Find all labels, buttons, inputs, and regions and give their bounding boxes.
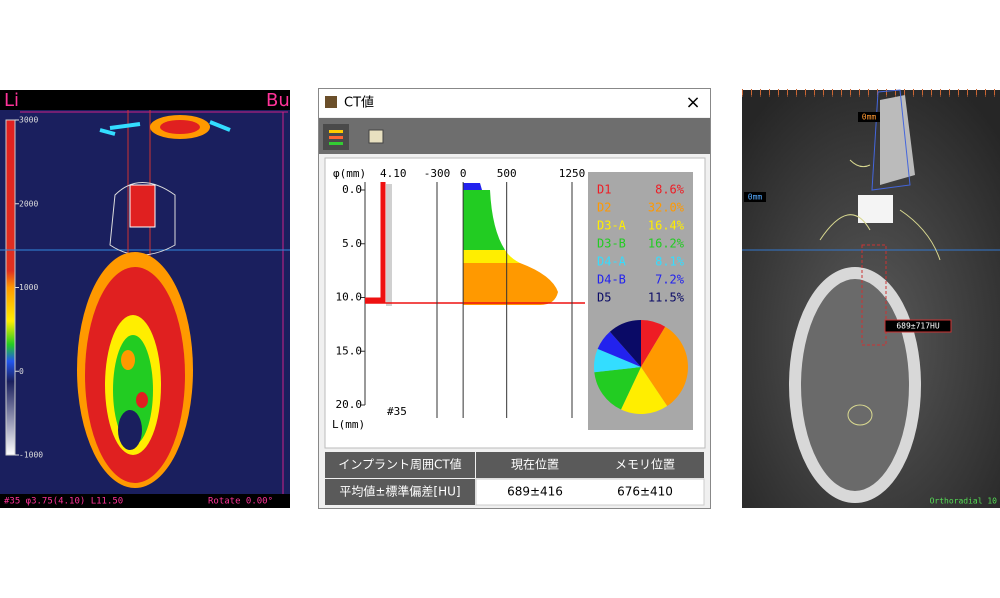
bone-cavity (118, 410, 142, 450)
pie-slice (641, 320, 666, 367)
x-tick-label: 0 (460, 167, 467, 180)
pie-slice (641, 326, 688, 407)
table-cell (475, 478, 705, 506)
dialog-title: CT値 (344, 95, 374, 111)
implant (129, 184, 156, 228)
scale-label: 0 (19, 367, 24, 376)
bone-patch (136, 392, 148, 408)
marker-label: 0mm (748, 193, 763, 202)
scale-label: 2000 (19, 199, 38, 208)
scale-label: 1000 (19, 283, 38, 292)
icon-part (368, 129, 384, 144)
title-bar (319, 89, 710, 117)
pie-slice (594, 348, 641, 373)
color-scale: 3000 2000 1000 0 -1000 (15, 116, 43, 460)
legend-name: D3-A (597, 219, 627, 233)
density-pie (594, 320, 688, 414)
outline (109, 182, 176, 256)
legend-value: 8.6% (655, 183, 685, 197)
left-footer (0, 494, 290, 508)
axis-title: φ(mm) (333, 167, 366, 180)
profile-axes: -300 0 500 1250 0.0 5.0 10.0 15.0 20.0 (336, 167, 586, 418)
rotate-text: Rotate 0.00° (208, 497, 273, 507)
left-view: Li Bu #35 φ3.75(4.10) L11.50 Rotate 0.00… (0, 90, 290, 508)
app-icon (325, 96, 337, 108)
icon-part (329, 130, 343, 133)
legend-name: D5 (597, 291, 611, 305)
side-label: Li (4, 90, 19, 111)
guide (871, 89, 911, 191)
measure-box (884, 319, 952, 333)
table-row-label: 平均値±標準偏差[HU] (339, 484, 460, 499)
profile-band (463, 250, 520, 263)
side-label: Bu (266, 90, 290, 111)
y-tick-label: 5.0 (342, 237, 362, 250)
crown (160, 120, 200, 134)
legend-value: 16.2% (648, 237, 685, 251)
artifact (99, 120, 231, 136)
x-tick-label: -300 (424, 167, 451, 180)
marker-box (744, 192, 766, 202)
legend-value: 7.2% (655, 273, 685, 287)
scale-label: -1000 (19, 451, 43, 460)
measurement: 689±717HU (896, 322, 940, 331)
pie-slice (594, 367, 641, 410)
table-header: メモリ位置 (615, 458, 675, 472)
pie-slice (597, 331, 641, 367)
y-tick-label: 0.0 (342, 183, 362, 196)
axis-title: L(mm) (332, 418, 365, 431)
pie-slice (620, 367, 668, 414)
tooth-label: #35 (387, 405, 407, 418)
profile-band (463, 263, 558, 305)
nerve-outline (819, 159, 941, 261)
legend-name: D1 (597, 183, 611, 197)
pie-slice (609, 320, 641, 367)
scale-label: 3000 (19, 116, 38, 125)
density-legend: D1 8.6% D2 32.0% D3-A 16.4% D3-B 16.2% D4-A 8.1% D… (597, 183, 685, 305)
status-text: #35 φ3.75(4.10) L11.50 (4, 497, 123, 507)
legend-name: D4-A (597, 255, 627, 269)
right-view: 0mm 0mm 689±717HU Orthoradial 10 (742, 89, 1000, 508)
legend-value: 11.5% (648, 291, 685, 305)
y-tick-label: 15.0 (336, 344, 363, 357)
implant-shadow (386, 184, 392, 306)
legend-value: 32.0% (648, 201, 685, 215)
legend-name: D2 (597, 201, 611, 215)
close-button[interactable]: × (685, 92, 700, 113)
diameter-value: 4.10 (380, 167, 407, 180)
x-tick-label: 1250 (559, 167, 586, 180)
table-header-cell (325, 452, 475, 478)
implant (858, 195, 893, 223)
color-bar (5, 119, 16, 456)
bone-patch (121, 350, 135, 370)
y-tick-label: 10.0 (336, 291, 363, 304)
table-row-header (325, 479, 475, 505)
x-tick-label: 500 (497, 167, 517, 180)
left-header (0, 90, 290, 110)
table-header: 現在位置 (511, 458, 559, 472)
legend-value: 16.4% (648, 219, 685, 233)
table-header: インプラント周囲CT値 (338, 457, 461, 472)
y-tick-label: 20.0 (336, 398, 363, 411)
crown (880, 95, 915, 185)
implant-profile (365, 182, 386, 303)
marker-box (858, 112, 880, 122)
table-value: 689±416 (507, 485, 563, 499)
table-header-cell (476, 452, 704, 478)
bone (789, 267, 921, 503)
implant-plan (861, 244, 887, 346)
legend-name: D3-B (597, 237, 626, 251)
canal (847, 404, 873, 426)
icon-part (329, 142, 343, 145)
icon-part (329, 136, 343, 139)
legend-name: D4-B (597, 273, 626, 287)
table-value: 676±410 (617, 485, 673, 499)
view-mode: Orthoradial 10 (930, 497, 998, 506)
legend-value: 8.1% (655, 255, 685, 269)
marker-label: 0mm (862, 113, 877, 122)
profile-band (463, 190, 505, 250)
profile-band (463, 183, 482, 190)
